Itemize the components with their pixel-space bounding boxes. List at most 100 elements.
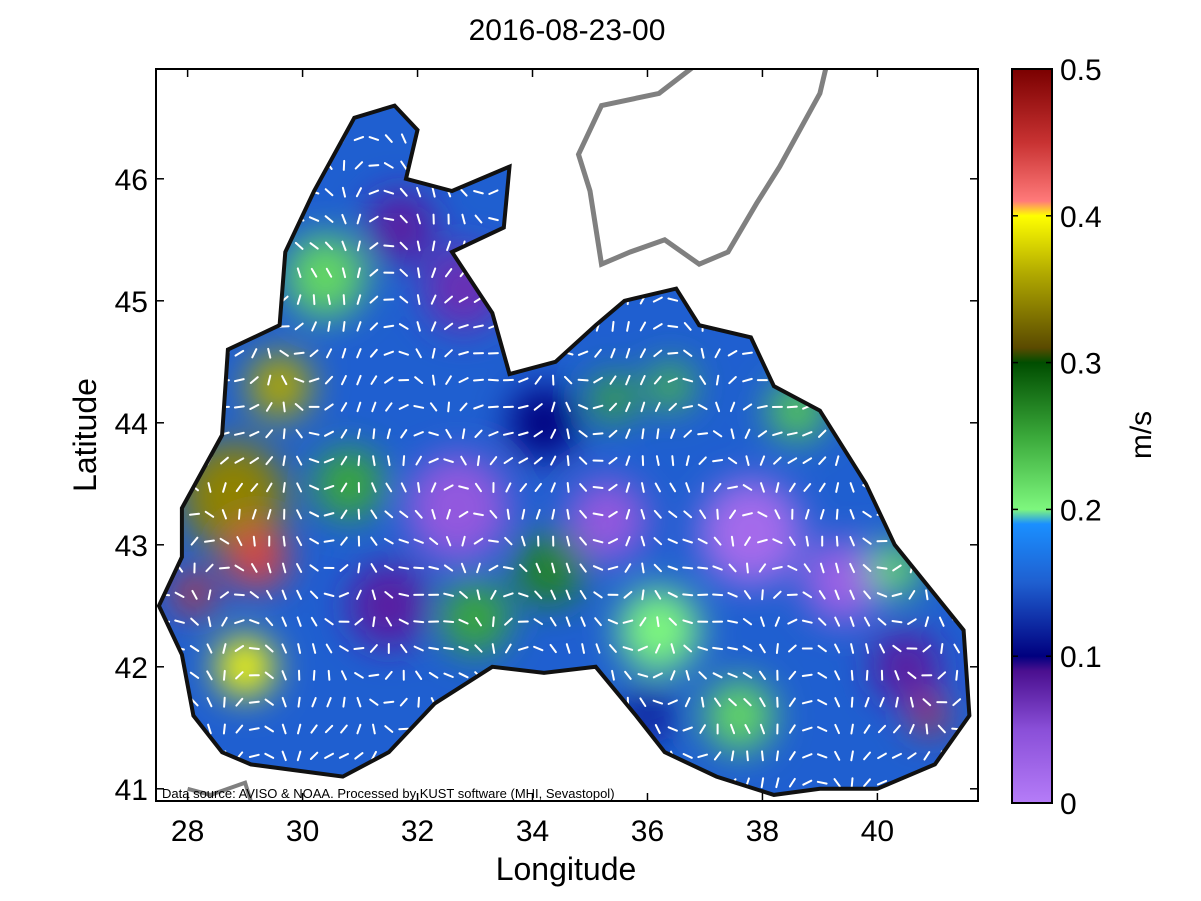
velocity-arrow <box>473 404 484 410</box>
velocity-arrow <box>550 401 556 413</box>
velocity-arrow <box>323 512 335 517</box>
velocity-arrow <box>551 562 556 574</box>
velocity-arrow <box>281 670 287 681</box>
velocity-arrow <box>743 698 752 707</box>
velocity-arrow <box>625 374 631 386</box>
velocity-arrow <box>400 429 408 439</box>
velocity-arrow <box>863 724 871 734</box>
velocity-arrow <box>521 535 526 547</box>
velocity-arrow <box>399 295 409 304</box>
speed-patch <box>224 523 289 591</box>
velocity-arrow <box>862 510 872 518</box>
velocity-arrow <box>608 402 618 412</box>
velocity-arrow <box>549 643 557 654</box>
velocity-arrow <box>802 431 813 437</box>
velocity-arrow <box>653 323 663 330</box>
velocity-arrow <box>818 456 827 465</box>
velocity-arrow <box>894 670 900 681</box>
velocity-arrow <box>652 699 664 705</box>
velocity-arrow <box>565 401 571 412</box>
velocity-arrow <box>233 593 245 597</box>
velocity-arrow <box>460 455 467 466</box>
velocity-arrow <box>788 697 796 707</box>
velocity-arrow <box>400 160 408 171</box>
velocity-arrow <box>834 697 841 708</box>
velocity-arrow <box>326 348 333 359</box>
velocity-arrow <box>384 725 394 733</box>
velocity-arrow <box>592 512 604 517</box>
velocity-arrow <box>310 724 318 734</box>
velocity-arrow <box>222 643 227 654</box>
velocity-arrow <box>578 404 589 410</box>
velocity-arrow <box>342 696 346 708</box>
velocity-arrow <box>385 482 393 493</box>
velocity-arrow <box>876 779 888 786</box>
velocity-arrow <box>877 752 887 760</box>
velocity-arrow <box>353 136 365 142</box>
velocity-arrow <box>473 537 484 545</box>
velocity-arrow <box>248 727 260 731</box>
y-tick-label: 43 <box>115 530 148 563</box>
velocity-arrow <box>207 482 212 493</box>
velocity-arrow <box>699 509 707 520</box>
velocity-arrow <box>506 508 510 520</box>
colorbar-tick-label: 0.4 <box>1060 201 1102 234</box>
velocity-arrow <box>417 482 421 493</box>
velocity-arrow <box>730 750 735 762</box>
velocity-arrow <box>787 565 798 571</box>
velocity-arrow <box>775 750 779 762</box>
velocity-arrow <box>503 592 514 598</box>
velocity-arrow <box>371 401 377 413</box>
velocity-arrow <box>667 726 678 732</box>
y-tick-label: 41 <box>115 774 148 807</box>
velocity-arrow <box>264 644 274 653</box>
velocity-arrow <box>668 510 678 518</box>
x-tick-label: 32 <box>401 815 434 848</box>
y-tick-label: 46 <box>115 164 148 197</box>
velocity-arrow <box>788 670 797 680</box>
velocity-arrow <box>384 134 393 143</box>
speed-patch <box>181 441 286 551</box>
velocity-arrow <box>236 536 243 547</box>
velocity-arrow <box>669 482 677 493</box>
velocity-arrow <box>925 723 929 735</box>
velocity-arrow <box>713 536 722 546</box>
velocity-arrow <box>682 619 693 624</box>
velocity-arrow <box>849 509 855 520</box>
velocity-arrow <box>341 375 347 386</box>
velocity-arrow <box>279 349 289 357</box>
velocity-arrow <box>383 537 394 545</box>
velocity-arrow <box>368 189 380 195</box>
velocity-arrow <box>369 644 378 653</box>
velocity-arrow <box>579 509 587 519</box>
velocity-arrow <box>308 216 320 222</box>
velocity-arrow <box>174 619 185 624</box>
velocity-arrow <box>833 778 841 788</box>
velocity-arrow <box>354 752 364 760</box>
velocity-arrow <box>459 402 468 412</box>
velocity-arrow <box>461 535 466 547</box>
velocity-arrow <box>370 536 378 546</box>
velocity-arrow <box>592 432 604 436</box>
velocity-arrow <box>324 375 334 385</box>
velocity-arrow <box>459 590 468 599</box>
velocity-arrow <box>729 509 737 519</box>
velocity-arrow <box>265 617 274 627</box>
velocity-arrow <box>639 697 647 707</box>
velocity-arrow <box>802 779 813 786</box>
velocity-arrow <box>566 482 570 493</box>
velocity-arrow <box>310 267 318 278</box>
velocity-arrow <box>761 750 764 762</box>
velocity-arrow <box>744 536 751 546</box>
velocity-arrow <box>248 647 260 650</box>
velocity-arrow <box>458 351 469 356</box>
velocity-arrow <box>400 482 407 493</box>
velocity-arrow <box>624 563 632 573</box>
velocity-arrow <box>594 617 602 627</box>
velocity-arrow <box>656 428 660 440</box>
velocity-arrow <box>312 294 316 306</box>
velocity-arrow <box>191 589 198 600</box>
velocity-arrow <box>641 562 645 574</box>
velocity-arrow <box>850 750 854 762</box>
velocity-arrow <box>190 617 199 626</box>
